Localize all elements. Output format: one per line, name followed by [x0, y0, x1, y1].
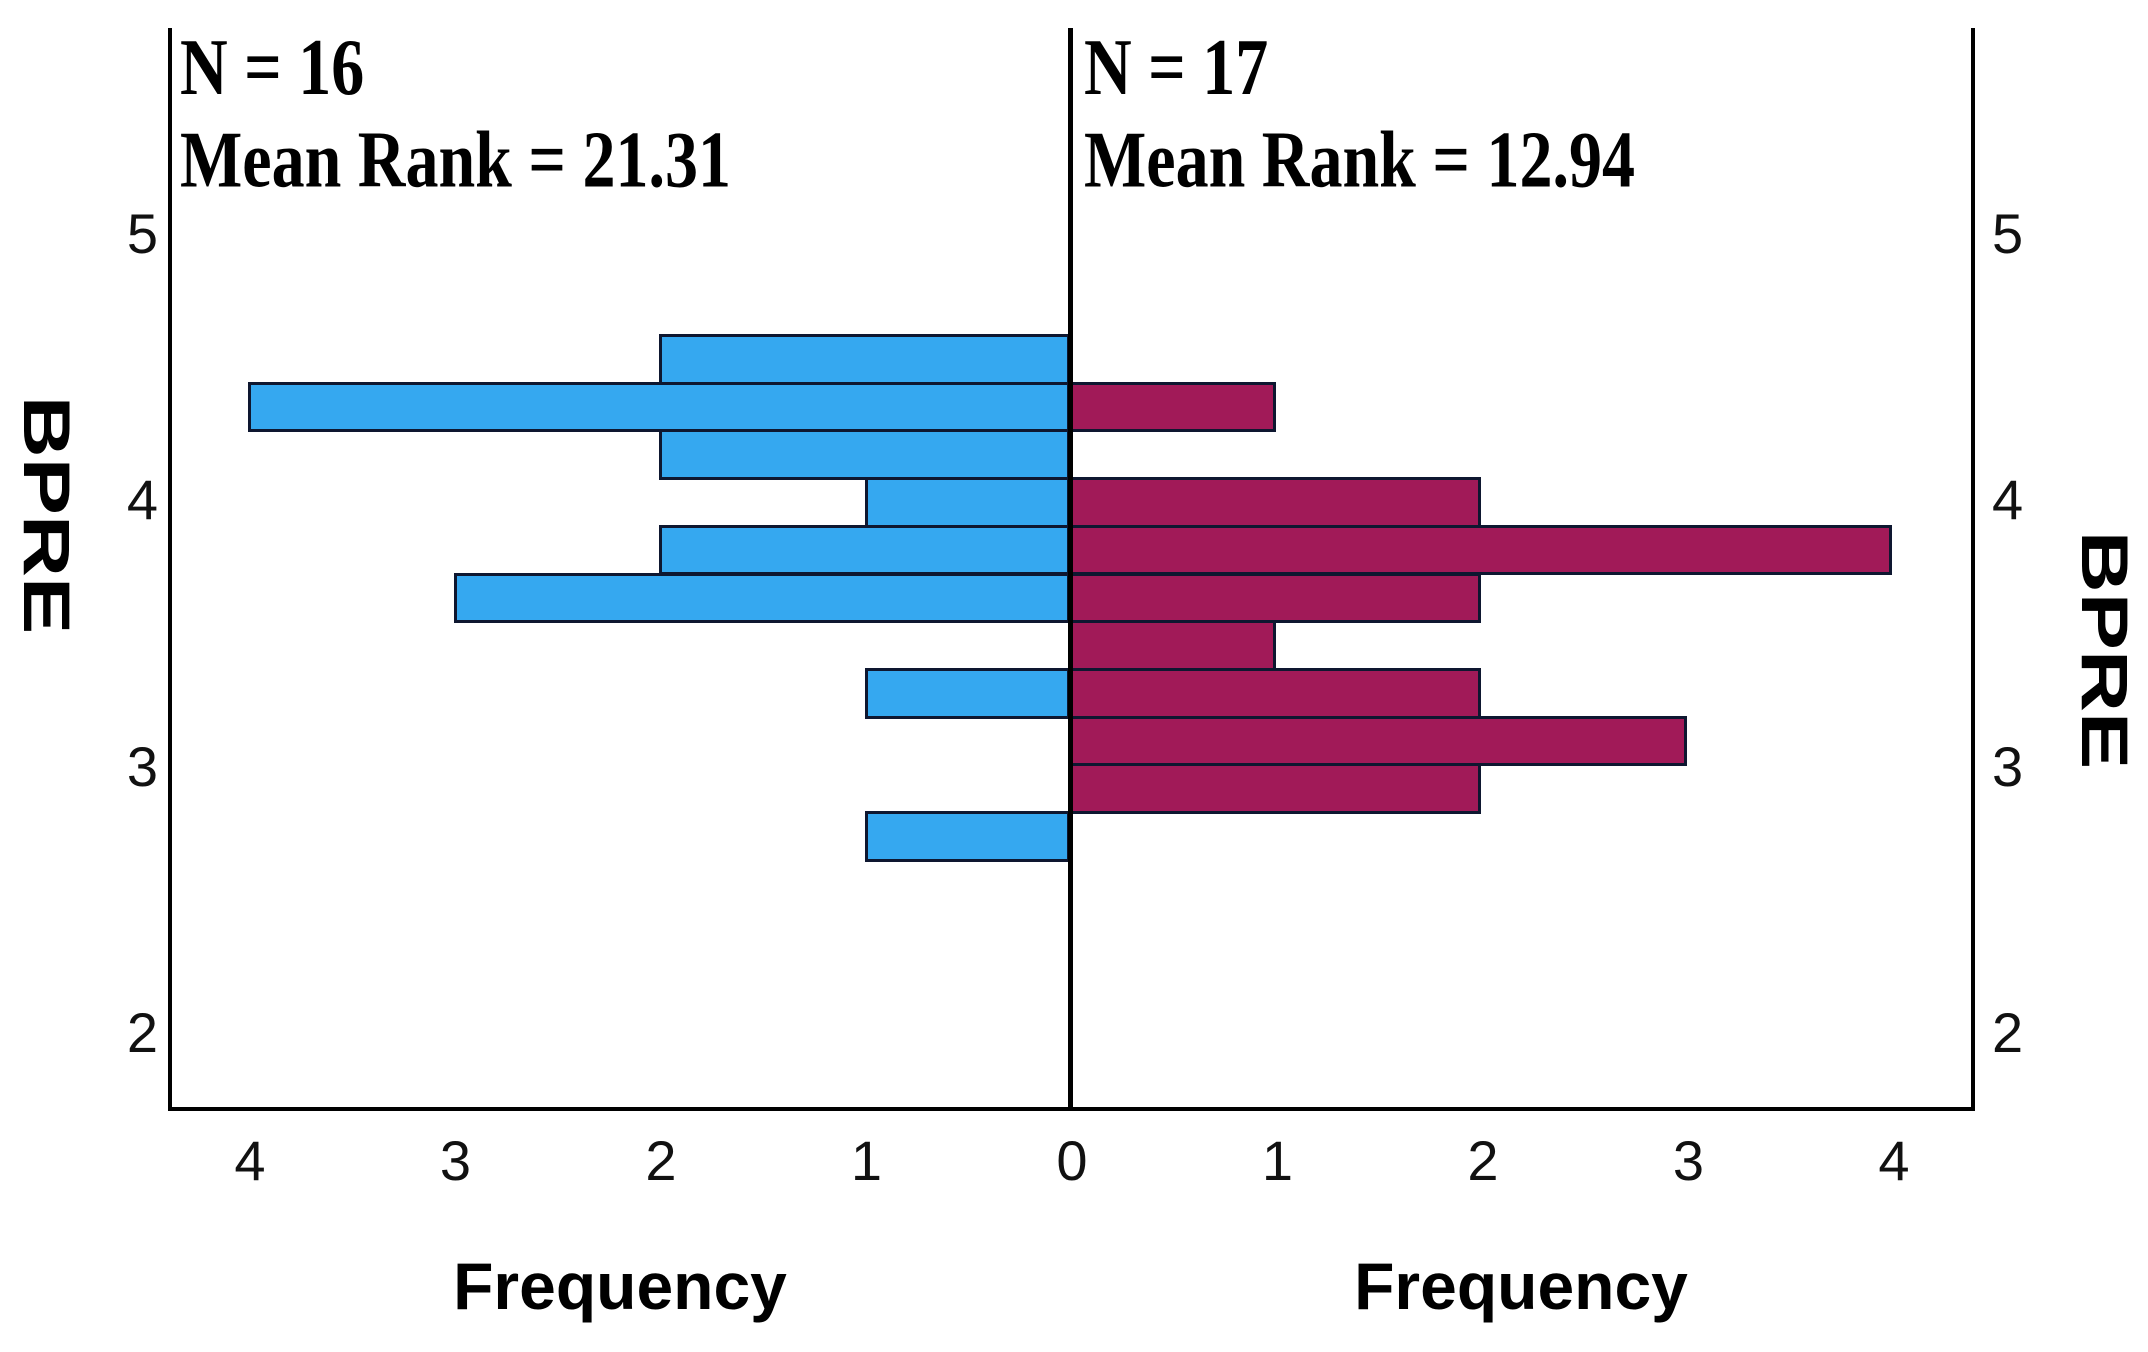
right-y-axis-line	[1971, 28, 1975, 1111]
bar-right-bin-5	[1070, 572, 1481, 624]
bar-left-bin-5	[453, 572, 1070, 624]
x-tick-right-panel-4: 4	[1878, 1129, 1910, 1192]
bar-right-bin-9	[1070, 763, 1481, 814]
left-panel-annotation: N = 16 Mean Rank = 21.31	[180, 22, 731, 207]
x-tick-left-panel-4: 4	[234, 1129, 266, 1192]
y-tick-left-5: 5	[126, 201, 158, 265]
right-mean-rank-label: Mean Rank = 12.94	[1084, 115, 1635, 205]
y-tick-left-2: 2	[126, 1001, 158, 1065]
bar-left-bin-4	[659, 524, 1070, 576]
bar-right-bin-8	[1070, 715, 1687, 767]
y-tick-left-3: 3	[126, 734, 158, 798]
bar-right-bin-3	[1070, 477, 1481, 528]
bar-right-bin-6	[1070, 620, 1276, 671]
center-divider-line	[1068, 28, 1073, 1111]
left-n-label: N = 16	[180, 23, 365, 113]
right-n-label: N = 17	[1084, 23, 1269, 113]
bar-left-bin-2	[659, 429, 1070, 481]
x-tick-right-panel-2: 2	[1467, 1129, 1499, 1192]
y-tick-right-5: 5	[1992, 201, 2024, 265]
y-tick-right-3: 3	[1992, 734, 2024, 798]
left-frequency-axis-title: Frequency	[453, 1249, 787, 1323]
y-tick-right-2: 2	[1992, 1001, 2024, 1065]
y-tick-right-4: 4	[1992, 468, 2024, 532]
bar-right-bin-4	[1070, 524, 1892, 576]
bar-left-bin-3	[864, 477, 1070, 528]
bar-left-bin-1	[248, 381, 1070, 433]
left-y-axis-line	[168, 28, 172, 1111]
left-mean-rank-label: Mean Rank = 21.31	[180, 115, 731, 205]
bar-left-bin-10	[864, 811, 1070, 862]
x-tick-right-panel-1: 1	[1261, 1129, 1294, 1192]
bar-right-bin-1	[1070, 381, 1276, 433]
x-tick-left-panel-0: 0	[1056, 1129, 1088, 1192]
x-tick-left-panel-2: 2	[645, 1129, 677, 1192]
y-tick-left-4: 4	[126, 468, 158, 532]
right-frequency-axis-title: Frequency	[1354, 1249, 1688, 1323]
x-tick-left-panel-1: 1	[850, 1129, 883, 1192]
x-tick-left-panel-3: 3	[439, 1129, 472, 1192]
right-panel-annotation: N = 17 Mean Rank = 12.94	[1084, 22, 1635, 207]
bar-right-bin-7	[1070, 667, 1481, 719]
bar-left-bin-0	[659, 334, 1070, 385]
bar-left-bin-7	[864, 667, 1070, 719]
x-tick-right-panel-3: 3	[1672, 1129, 1705, 1192]
x-axis-line	[168, 1107, 1975, 1111]
